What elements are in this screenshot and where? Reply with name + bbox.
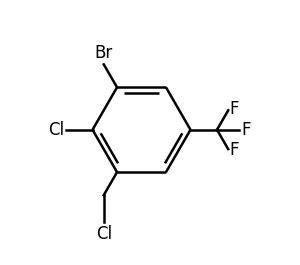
Text: F: F (241, 121, 250, 139)
Text: F: F (230, 141, 239, 159)
Text: Br: Br (94, 44, 113, 62)
Text: F: F (230, 100, 239, 118)
Text: Cl: Cl (48, 121, 64, 139)
Text: Cl: Cl (96, 225, 112, 243)
